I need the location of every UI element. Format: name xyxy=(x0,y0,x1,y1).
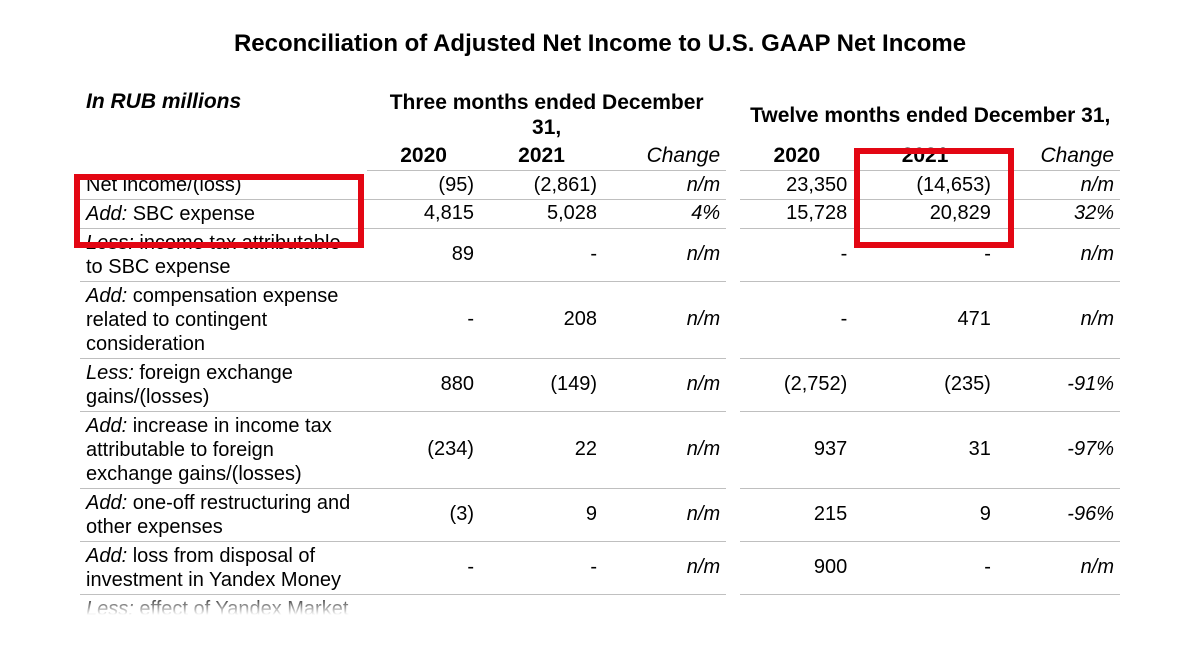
row-label-prefix: Add: xyxy=(86,545,127,567)
col-header-y2021: 2021 xyxy=(853,142,997,171)
cell-y2020: 23,350 xyxy=(740,171,853,200)
cell-q2020: 4,815 xyxy=(367,199,480,228)
row-label-prefix: Less: xyxy=(86,232,134,254)
cell-q2021: - xyxy=(480,228,603,281)
unit-header: In RUB millions xyxy=(80,88,367,171)
col-header-q2021: 2021 xyxy=(480,142,603,171)
row-label-prefix: Less: xyxy=(86,598,134,620)
cell-q2020: - xyxy=(367,281,480,358)
col-header-ychange: Change xyxy=(997,142,1120,171)
cell-qchg: n/m xyxy=(603,228,726,281)
cell-y2020: - xyxy=(740,281,853,358)
cell-y2021: 471 xyxy=(853,281,997,358)
row-label: Less: income tax attributable to SBC exp… xyxy=(80,228,367,281)
row-label-text: SBC expense xyxy=(127,203,255,225)
row-label-text: effect of Yandex Market xyxy=(134,598,349,620)
cell-q2020: - xyxy=(367,541,480,594)
cell-ychg: -97% xyxy=(997,411,1120,488)
cell-qchg: n/m xyxy=(603,358,726,411)
period-header-twelve: Twelve months ended December 31, xyxy=(740,88,1120,142)
row-label-prefix: Add: xyxy=(86,285,127,307)
reconciliation-table: In RUB millions Three months ended Decem… xyxy=(80,88,1120,624)
cell-qchg: n/m xyxy=(603,281,726,358)
table-row: Less: income tax attributable to SBC exp… xyxy=(80,228,1120,281)
period-header-three: Three months ended December 31, xyxy=(367,88,726,142)
col-header-qchange: Change xyxy=(603,142,726,171)
cell-ychg: n/m xyxy=(997,228,1120,281)
cell-y2020: 15,728 xyxy=(740,199,853,228)
cell-ychg: n/m xyxy=(997,171,1120,200)
cell-y2020: 900 xyxy=(740,541,853,594)
cell-q2020: (234) xyxy=(367,411,480,488)
row-label: Net income/(loss) xyxy=(80,171,367,200)
cell-y2020: (2,752) xyxy=(740,358,853,411)
cell-q2020 xyxy=(367,594,480,623)
cell-qchg: n/m xyxy=(603,488,726,541)
cell-q2020: (3) xyxy=(367,488,480,541)
row-label-prefix: Add: xyxy=(86,415,127,437)
row-label: Less: foreign exchange gains/(losses) xyxy=(80,358,367,411)
cell-qchg: n/m xyxy=(603,541,726,594)
cell-qchg: n/m xyxy=(603,171,726,200)
table-container: In RUB millions Three months ended Decem… xyxy=(80,88,1120,624)
table-row: Net income/(loss)(95)(2,861)n/m23,350(14… xyxy=(80,171,1120,200)
cell-y2021: (14,653) xyxy=(853,171,997,200)
col-header-y2020: 2020 xyxy=(740,142,853,171)
cell-q2021: - xyxy=(480,541,603,594)
table-row: Add: one-off restructuring and other exp… xyxy=(80,488,1120,541)
cell-ychg: n/m xyxy=(997,541,1120,594)
cell-y2021 xyxy=(853,594,997,623)
cell-q2021 xyxy=(480,594,603,623)
cell-q2020: (95) xyxy=(367,171,480,200)
cell-y2021: 9 xyxy=(853,488,997,541)
col-header-q2020: 2020 xyxy=(367,142,480,171)
cell-y2021: 31 xyxy=(853,411,997,488)
cell-y2020: 215 xyxy=(740,488,853,541)
cell-qchg: 4% xyxy=(603,199,726,228)
row-label: Add: one-off restructuring and other exp… xyxy=(80,488,367,541)
cell-qchg xyxy=(603,594,726,623)
row-label: Add: increase in income tax attributable… xyxy=(80,411,367,488)
cell-q2021: 9 xyxy=(480,488,603,541)
table-row: Add: increase in income tax attributable… xyxy=(80,411,1120,488)
cell-ychg: 32% xyxy=(997,199,1120,228)
cell-q2021: 5,028 xyxy=(480,199,603,228)
cell-y2021: (235) xyxy=(853,358,997,411)
row-label: Less: effect of Yandex Market xyxy=(80,594,367,623)
table-row: Add: loss from disposal of investment in… xyxy=(80,541,1120,594)
cell-ychg: -96% xyxy=(997,488,1120,541)
table-row: Add: compensation expense related to con… xyxy=(80,281,1120,358)
cell-q2021: 22 xyxy=(480,411,603,488)
cell-y2021: - xyxy=(853,541,997,594)
cell-q2021: 208 xyxy=(480,281,603,358)
row-label: Add: compensation expense related to con… xyxy=(80,281,367,358)
cell-q2021: (149) xyxy=(480,358,603,411)
row-label: Add: SBC expense xyxy=(80,199,367,228)
header-row-periods: In RUB millions Three months ended Decem… xyxy=(80,88,1120,142)
cell-ychg xyxy=(997,594,1120,623)
cell-y2021: 20,829 xyxy=(853,199,997,228)
row-label-prefix: Add: xyxy=(86,492,127,514)
row-label-prefix: Add: xyxy=(86,203,127,225)
cell-y2020 xyxy=(740,594,853,623)
table-row: Less: foreign exchange gains/(losses)880… xyxy=(80,358,1120,411)
cell-y2020: - xyxy=(740,228,853,281)
row-label-prefix: Less: xyxy=(86,362,134,384)
cell-ychg: -91% xyxy=(997,358,1120,411)
table-row: Add: SBC expense4,8155,0284%15,72820,829… xyxy=(80,199,1120,228)
cell-ychg: n/m xyxy=(997,281,1120,358)
cell-y2021: - xyxy=(853,228,997,281)
page-title: Reconciliation of Adjusted Net Income to… xyxy=(80,30,1120,58)
row-label: Add: loss from disposal of investment in… xyxy=(80,541,367,594)
cell-qchg: n/m xyxy=(603,411,726,488)
cell-q2020: 880 xyxy=(367,358,480,411)
table-row: Less: effect of Yandex Market xyxy=(80,594,1120,623)
row-label-text: Net income/(loss) xyxy=(86,174,242,196)
cell-q2020: 89 xyxy=(367,228,480,281)
cell-q2021: (2,861) xyxy=(480,171,603,200)
cell-y2020: 937 xyxy=(740,411,853,488)
